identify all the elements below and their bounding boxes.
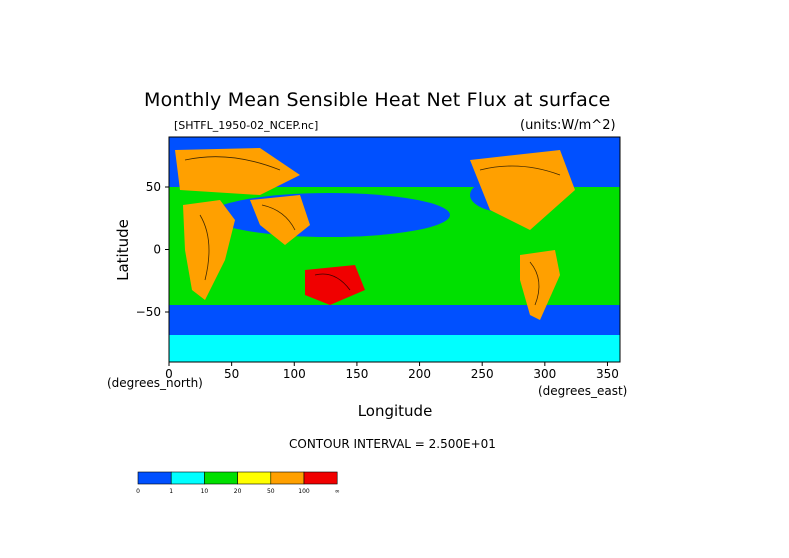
- x-unit-label: (degrees_east): [538, 384, 627, 398]
- colorbar-swatch: [270, 471, 305, 485]
- chart-title: Monthly Mean Sensible Heat Net Flux at s…: [144, 89, 611, 111]
- x-tick-label: 300: [533, 367, 556, 381]
- contour-lines: [184, 156, 561, 306]
- field-antarctica: [169, 335, 620, 362]
- colorbar-label: 0: [136, 488, 140, 495]
- colorbar-swatch: [137, 471, 172, 485]
- y-tick-label: −50: [136, 305, 161, 319]
- y-axis-label: Latitude: [114, 219, 132, 281]
- colorbar-label: 50: [267, 488, 275, 495]
- colorbar-label: ∞: [335, 488, 340, 495]
- x-axis-ticks: 0 50 100 150 200 250 300 350: [165, 362, 619, 381]
- x-tick-label: 100: [283, 367, 306, 381]
- y-unit-label: (degrees_north): [107, 376, 203, 390]
- x-tick-label: 250: [471, 367, 494, 381]
- x-tick-label: 350: [596, 367, 619, 381]
- colorbar-label: 20: [234, 488, 242, 495]
- colorbar-swatch: [204, 471, 238, 485]
- x-tick-label: 150: [345, 367, 368, 381]
- field-australia: [305, 265, 365, 305]
- field-india: [250, 195, 310, 245]
- x-tick-label: 0: [165, 367, 173, 381]
- y-tick-label: 50: [146, 180, 161, 194]
- x-tick-label: 200: [408, 367, 431, 381]
- colorbar-swatch: [170, 471, 205, 485]
- colorbar-label: 100: [298, 488, 310, 495]
- file-label: [SHTFL_1950-02_NCEP.nc]: [174, 119, 319, 132]
- x-tick-label: 50: [224, 367, 239, 381]
- field-north-pacific: [210, 193, 450, 237]
- colorbar-label: 10: [201, 488, 209, 495]
- field-south-america: [520, 250, 560, 320]
- colorbar-label: 1: [169, 488, 173, 495]
- y-axis-ticks: 50 0 −50: [136, 180, 169, 319]
- field-north-america: [470, 150, 575, 230]
- colorbar: 0 1 10 20 50 100 ∞: [136, 471, 340, 495]
- contour-interval: CONTOUR INTERVAL = 2.500E+01: [289, 437, 496, 451]
- field-europe: [175, 148, 300, 195]
- colorbar-swatch: [237, 471, 272, 485]
- units-label: (units:W/m^2): [520, 118, 616, 133]
- y-tick-label: 0: [153, 243, 161, 257]
- colorbar-swatch: [303, 471, 338, 485]
- x-axis-label: Longitude: [358, 402, 433, 420]
- map-field: [169, 137, 620, 362]
